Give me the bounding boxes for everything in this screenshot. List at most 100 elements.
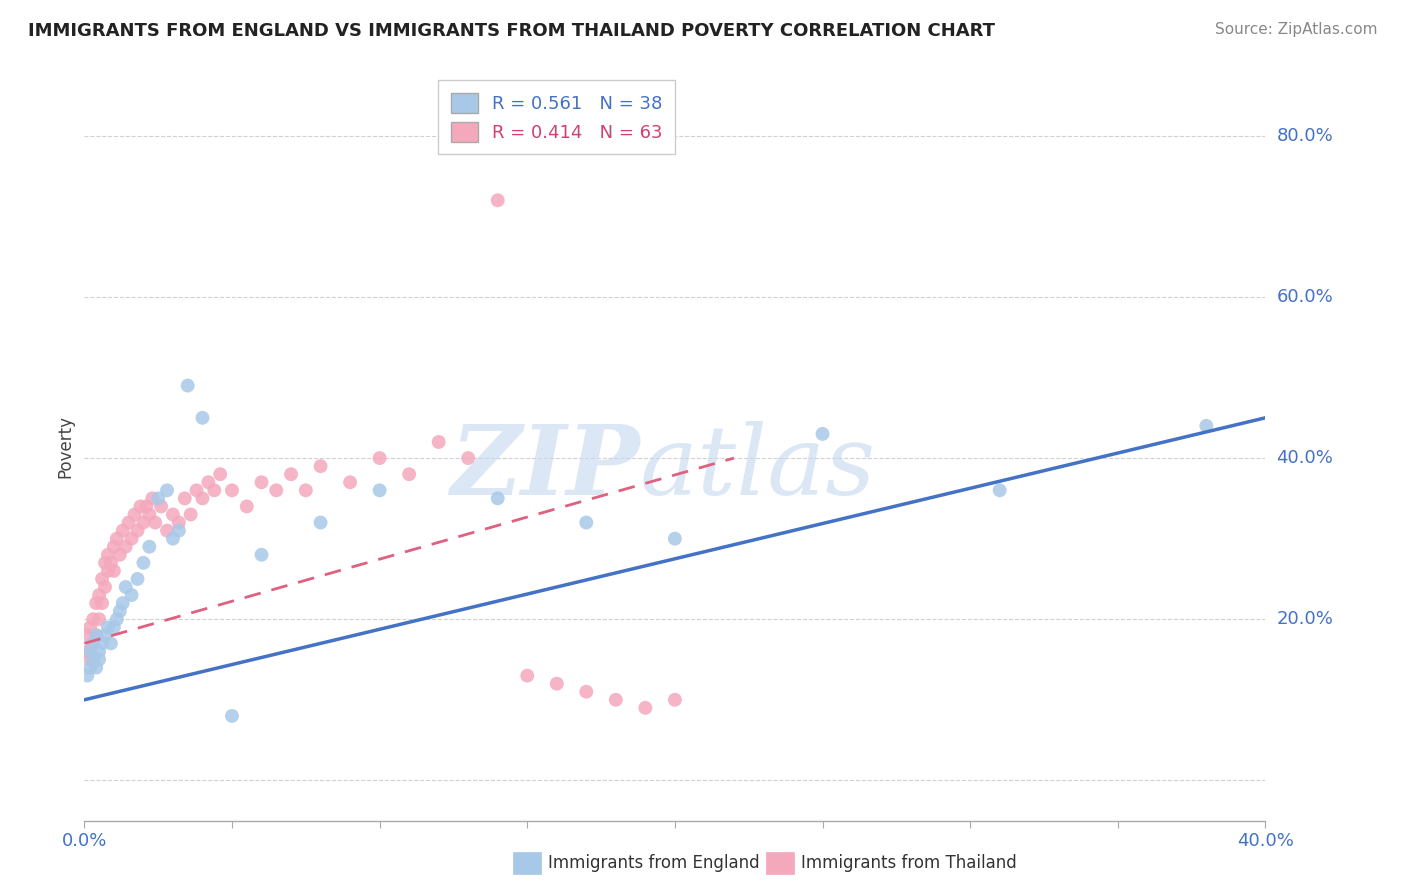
Text: 20.0%: 20.0% — [1277, 610, 1333, 628]
Point — [79, 660, 101, 674]
Point — [132, 516, 155, 530]
Text: 80.0%: 80.0% — [1277, 127, 1333, 145]
Point — [105, 612, 128, 626]
Point — [79, 652, 101, 666]
Point — [103, 620, 125, 634]
Point — [486, 194, 509, 208]
Point — [94, 556, 117, 570]
Text: Source: ZipAtlas.com: Source: ZipAtlas.com — [1215, 22, 1378, 37]
Point — [124, 508, 146, 522]
Point — [87, 612, 111, 626]
Point — [186, 483, 208, 498]
Point — [368, 483, 391, 498]
Point — [97, 548, 120, 562]
Text: IMMIGRANTS FROM ENGLAND VS IMMIGRANTS FROM THAILAND POVERTY CORRELATION CHART: IMMIGRANTS FROM ENGLAND VS IMMIGRANTS FR… — [28, 22, 995, 40]
Point — [280, 467, 302, 482]
Point — [167, 524, 190, 538]
Point — [634, 701, 657, 715]
Point — [82, 612, 104, 626]
Point — [457, 451, 479, 466]
Point — [138, 508, 160, 522]
Point — [94, 580, 117, 594]
Point — [191, 410, 214, 425]
Point — [132, 556, 155, 570]
Point — [167, 516, 190, 530]
Point — [129, 500, 152, 514]
Point — [114, 580, 136, 594]
Point — [118, 516, 141, 530]
Point — [97, 564, 120, 578]
Point — [150, 500, 173, 514]
Point — [664, 693, 686, 707]
Point — [811, 426, 834, 441]
Point — [111, 596, 134, 610]
Point — [79, 620, 101, 634]
Point — [180, 508, 202, 522]
Point — [156, 524, 179, 538]
Point — [84, 628, 107, 642]
Point — [162, 532, 184, 546]
Point — [87, 644, 111, 658]
Text: ZIP: ZIP — [450, 422, 640, 516]
Point — [664, 532, 686, 546]
Point — [76, 668, 98, 682]
Point — [575, 516, 598, 530]
Point — [295, 483, 318, 498]
Point — [127, 572, 149, 586]
Point — [82, 652, 104, 666]
Text: atlas: atlas — [640, 422, 876, 516]
Point — [82, 636, 104, 650]
Point — [197, 475, 219, 490]
Point — [398, 467, 420, 482]
Text: Immigrants from Thailand: Immigrants from Thailand — [801, 854, 1017, 872]
Point — [1195, 418, 1218, 433]
Point — [108, 548, 131, 562]
Point — [162, 508, 184, 522]
Text: 60.0%: 60.0% — [1277, 288, 1333, 306]
Point — [121, 588, 143, 602]
Point — [97, 620, 120, 634]
Point — [84, 628, 107, 642]
Point — [148, 491, 170, 506]
Point — [427, 434, 450, 449]
Point — [221, 483, 243, 498]
Text: 40.0%: 40.0% — [1277, 449, 1333, 467]
Text: Immigrants from England: Immigrants from England — [548, 854, 761, 872]
Point — [76, 628, 98, 642]
Point — [87, 588, 111, 602]
Point — [84, 660, 107, 674]
Point — [84, 596, 107, 610]
Point — [309, 459, 332, 474]
Point — [91, 572, 114, 586]
Point — [79, 644, 101, 658]
Y-axis label: Poverty: Poverty — [56, 415, 75, 477]
Point — [91, 596, 114, 610]
Point — [575, 684, 598, 698]
Point — [339, 475, 361, 490]
Point — [173, 491, 195, 506]
Point — [221, 709, 243, 723]
Point — [236, 500, 259, 514]
Point — [82, 636, 104, 650]
Point — [546, 676, 568, 690]
Point — [988, 483, 1011, 498]
Point — [209, 467, 232, 482]
Point — [127, 524, 149, 538]
Point — [309, 516, 332, 530]
Point — [266, 483, 288, 498]
Point — [87, 652, 111, 666]
Point — [191, 491, 214, 506]
Point — [111, 524, 134, 538]
Point — [516, 668, 538, 682]
Point — [486, 491, 509, 506]
Point — [135, 500, 157, 514]
Legend: R = 0.561   N = 38, R = 0.414   N = 63: R = 0.561 N = 38, R = 0.414 N = 63 — [439, 80, 675, 154]
Point — [141, 491, 163, 506]
Point — [91, 636, 114, 650]
Point — [105, 532, 128, 546]
Point — [108, 604, 131, 618]
Point — [94, 628, 117, 642]
Point — [114, 540, 136, 554]
Point — [143, 516, 166, 530]
Point — [138, 540, 160, 554]
